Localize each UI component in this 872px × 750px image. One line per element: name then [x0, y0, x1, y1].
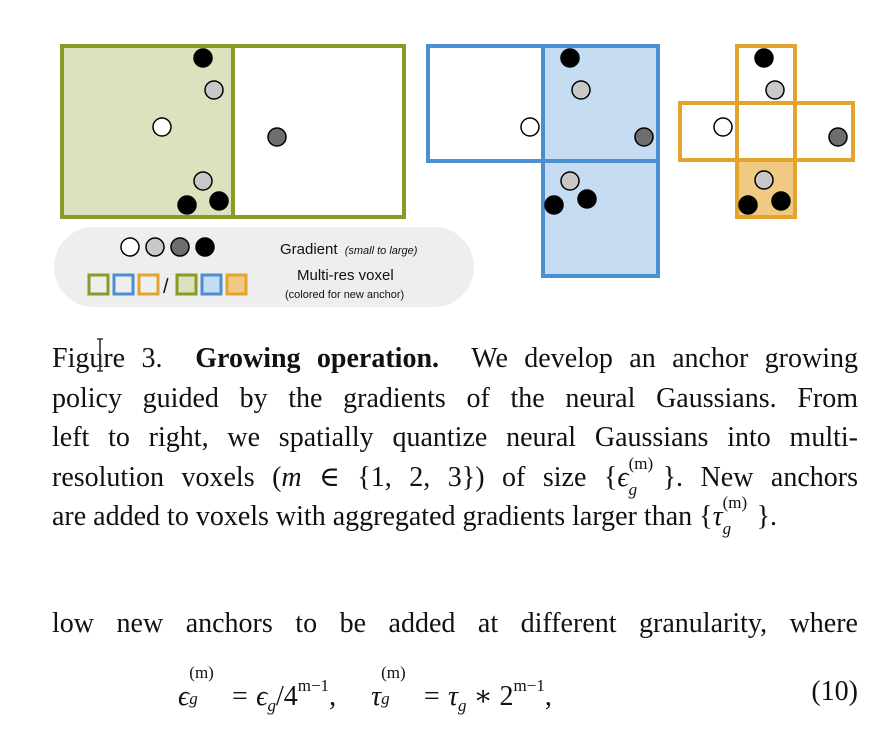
legend-voxel-orange — [137, 273, 160, 296]
caption-title: Growing operation. — [195, 343, 440, 374]
equation-number: (10) — [811, 676, 858, 707]
gaussian-high — [267, 127, 287, 147]
legend-gradient-high — [170, 237, 190, 257]
equation-body: ϵ (m) g = ϵg/4m−1, τ (m) g = τg ∗ 2m−1, — [178, 663, 552, 715]
gaussian-large — [544, 195, 564, 215]
body-text-line: low new anchors to be added at different… — [52, 608, 858, 639]
gaussian-large — [577, 189, 597, 209]
legend-voxel-blue — [112, 273, 135, 296]
gaussian-mid — [571, 80, 591, 100]
legend-voxel-note: (colored for new anchor) — [285, 289, 404, 301]
panel-level-2 — [426, 44, 660, 278]
voxel-blue-new — [541, 159, 660, 278]
legend-separator: / — [163, 276, 169, 298]
caption-line-4: resolution voxels (m ∈ {1, 2, 3}) of siz… — [52, 453, 858, 499]
voxel-orange — [735, 101, 797, 162]
gaussian-mid — [204, 80, 224, 100]
gaussian-small — [713, 117, 733, 137]
gaussian-large — [177, 195, 197, 215]
voxel-blue-empty — [426, 44, 545, 163]
gaussian-high — [828, 127, 848, 147]
legend-voxel-orange-new — [225, 273, 248, 296]
gaussian-mid — [765, 80, 785, 100]
gaussian-mid — [560, 171, 580, 191]
math-tau: τ — [712, 501, 723, 532]
gaussian-high — [634, 127, 654, 147]
figure-legend: Gradient (small to large) / Multi-res vo… — [54, 227, 474, 307]
caption-text: We develop an anchor growing — [471, 343, 859, 374]
panel-level-3 — [678, 44, 855, 219]
gaussian-mid — [754, 170, 774, 190]
gaussian-large — [738, 195, 758, 215]
figure-caption: Figure 3. Growing operation. We develop … — [52, 339, 858, 538]
gaussian-small — [520, 117, 540, 137]
gaussian-large — [771, 191, 791, 211]
svg-text:Gradient (small to large: Gradient (small to large) — [280, 241, 418, 258]
caption-label: Figure 3. — [52, 343, 163, 374]
math-epsilon: ϵ — [617, 461, 629, 493]
panel-level-1 — [60, 44, 406, 219]
voxel-green-new — [60, 44, 235, 219]
legend-gradient-large — [195, 237, 215, 257]
gaussian-large — [193, 48, 213, 68]
gaussian-small — [152, 117, 172, 137]
gaussian-mid — [193, 171, 213, 191]
legend-gradient-mid — [145, 237, 165, 257]
gaussian-large — [209, 191, 229, 211]
legend-gradient-label: Gradient — [280, 241, 338, 258]
legend-voxel-blue-new — [200, 273, 223, 296]
legend-voxel-green — [87, 273, 110, 296]
legend-gradient-note: (small to large) — [345, 245, 418, 257]
growing-operation-figure: Gradient (small to large) / Multi-res vo… — [54, 44, 855, 307]
voxel-orange — [793, 101, 855, 162]
caption-line-1: Figure 3. Growing operation. We develop … — [52, 339, 858, 379]
caption-line-2: policy guided by the gradients of the ne… — [52, 382, 858, 414]
gaussian-large — [560, 48, 580, 68]
caption-line-5: are added to voxels with aggregated grad… — [52, 493, 778, 538]
text-cursor-icon — [97, 338, 103, 372]
legend-voxel-label: Multi-res voxel — [297, 267, 394, 284]
caption-line-3: left to right, we spatially quantize neu… — [52, 422, 858, 453]
legend-gradient-small — [120, 237, 140, 257]
math-m: m — [281, 461, 302, 493]
voxel-green-empty — [231, 44, 406, 219]
legend-voxel-green-new — [175, 273, 198, 296]
gaussian-large — [754, 48, 774, 68]
equation-10: ϵ (m) g = ϵg/4m−1, τ (m) g = τg ∗ 2m−1, (10) — [52, 663, 858, 724]
